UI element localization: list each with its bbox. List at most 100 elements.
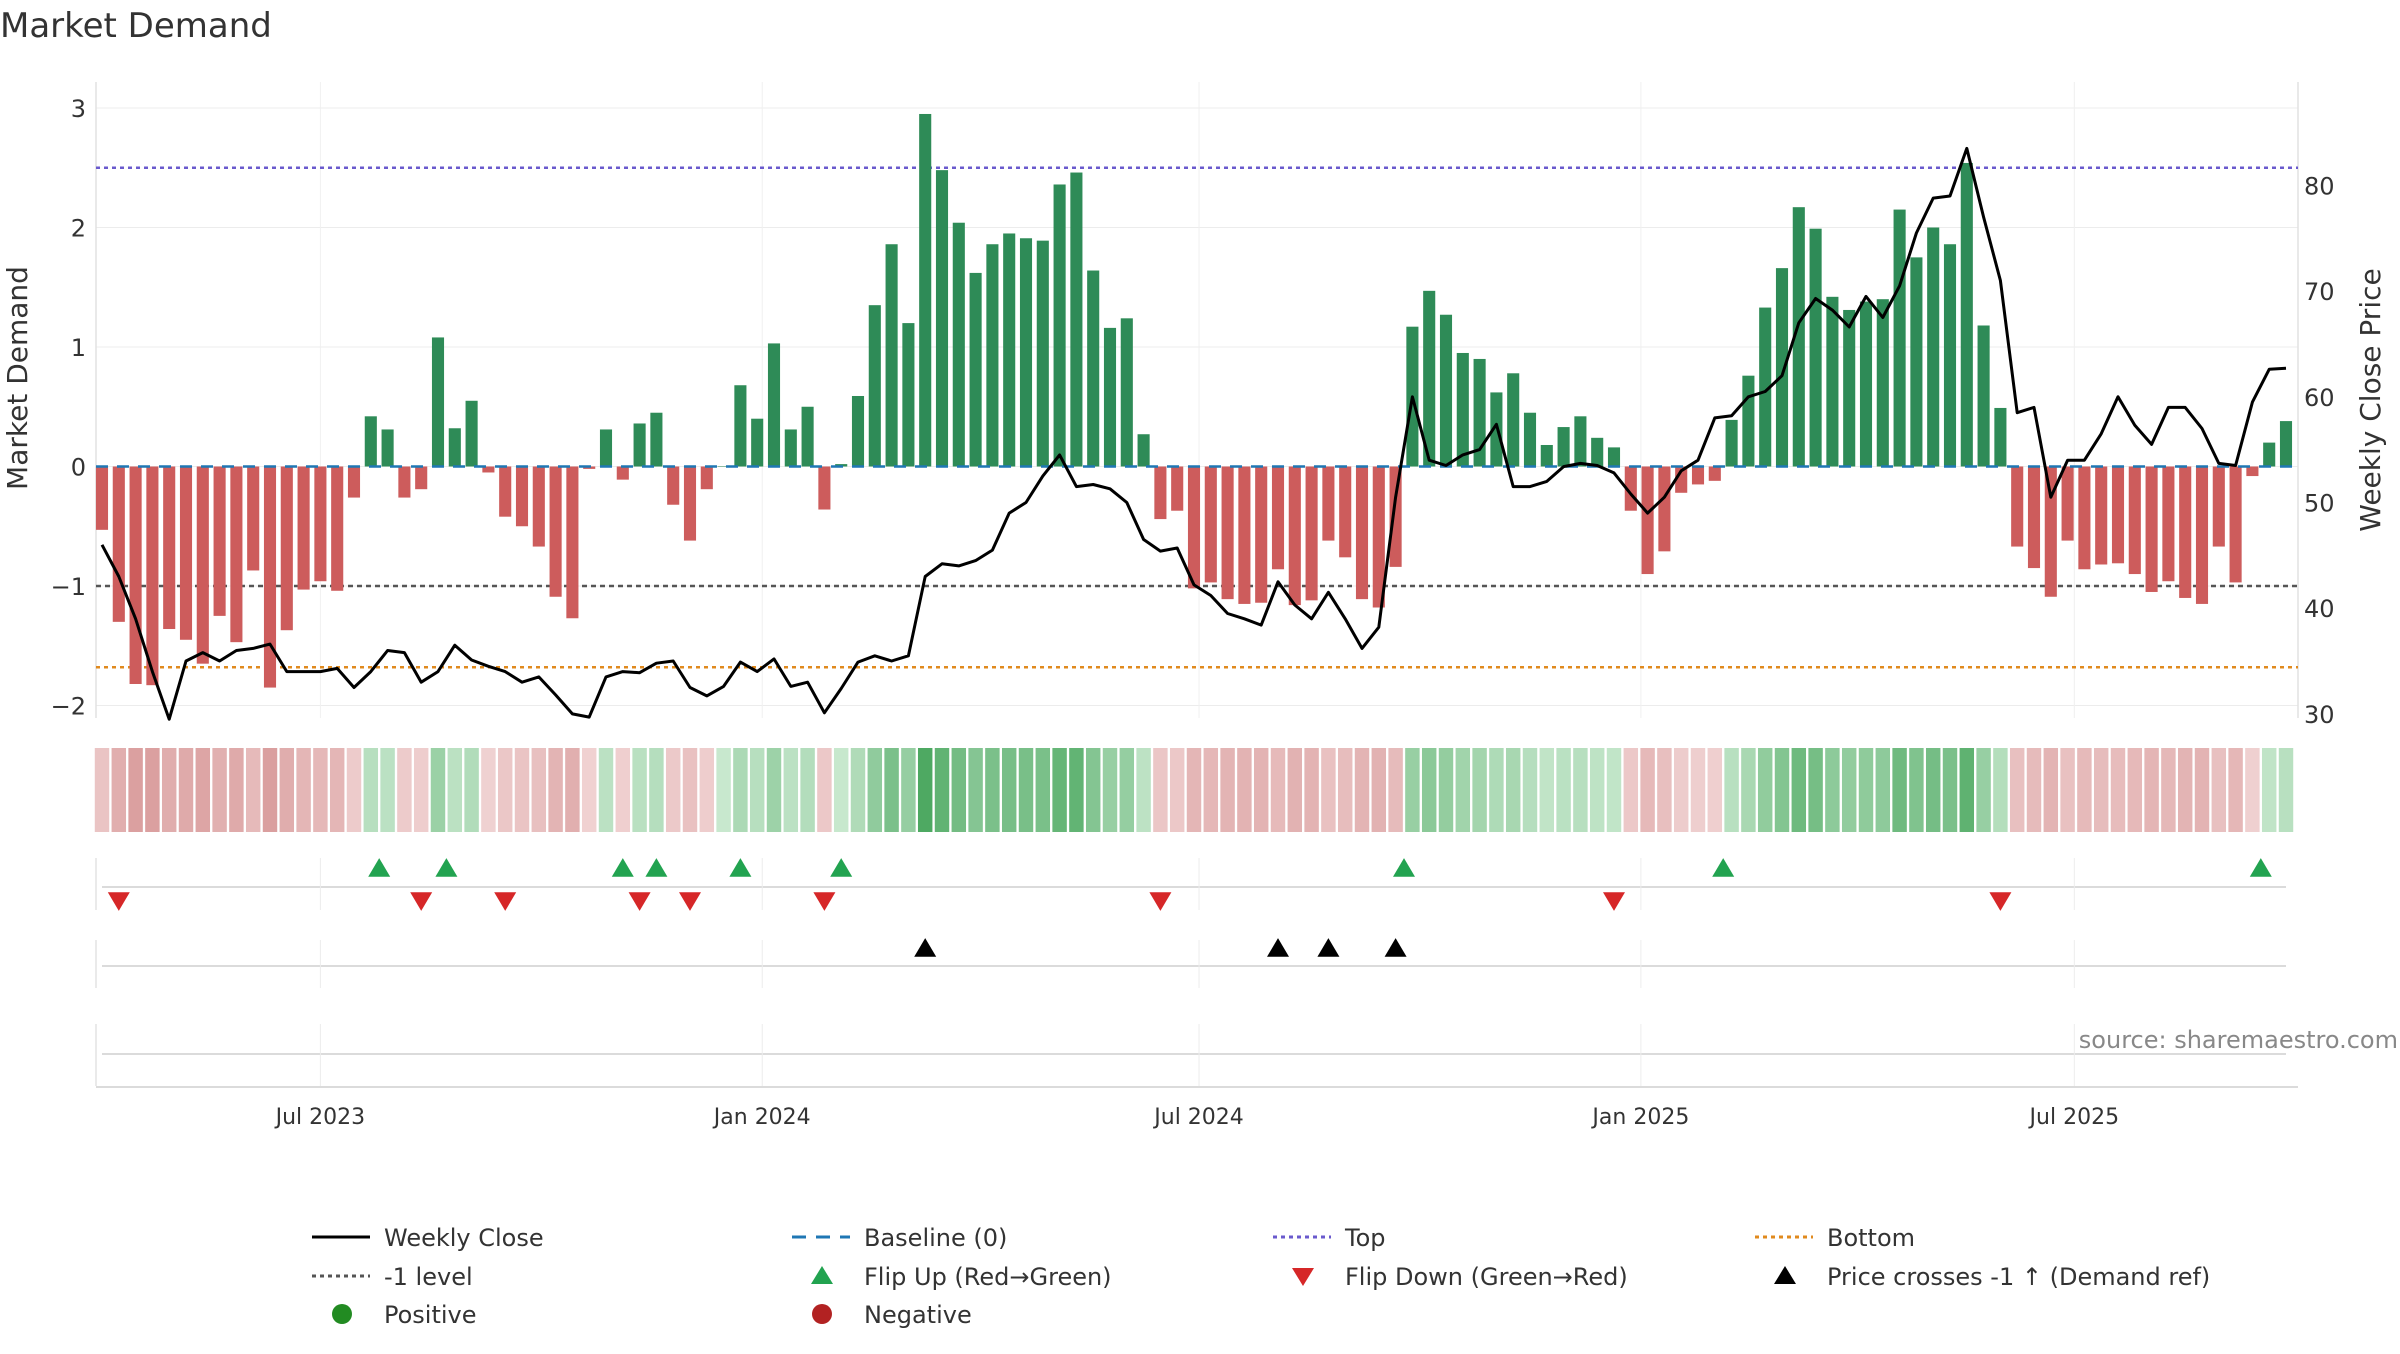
price-line-group: [100, 146, 2287, 721]
bar-negative: [1255, 466, 1268, 603]
x-tick-label: Jul 2024: [1152, 1105, 1244, 1130]
bar-negative: [2078, 466, 2091, 570]
bar-negative: [1204, 466, 1217, 583]
bar-positive: [1876, 299, 1889, 467]
heat-cell: [1001, 748, 1017, 832]
bar-negative: [331, 466, 344, 591]
bar-negative: [818, 466, 831, 510]
bar-positive: [1927, 227, 1940, 467]
price-cross-marker: [1384, 938, 1407, 957]
y-tick-label-left: 2: [71, 215, 86, 243]
heat-cell: [161, 748, 177, 832]
bar-positive: [885, 244, 898, 467]
bar-negative: [179, 466, 193, 640]
heat-cell: [2144, 748, 2159, 832]
heat-cell: [1757, 748, 1773, 832]
legend-label: Top: [1344, 1224, 1386, 1252]
heat-cell: [497, 748, 513, 832]
heat-cell: [1253, 748, 1269, 832]
y-tick-label-right: 70: [2304, 278, 2335, 306]
heat-cell: [1203, 748, 1219, 832]
heat-cell: [531, 748, 547, 832]
marker-panels: [95, 858, 2286, 1086]
bar-negative: [2162, 466, 2175, 582]
bar-positive: [717, 466, 730, 467]
flip-up-marker: [1393, 858, 1415, 877]
heat-cell: [867, 748, 883, 832]
heat-cell: [2161, 748, 2176, 832]
x-tick-label: Jul 2025: [2028, 1105, 2120, 1130]
bar-positive: [1120, 318, 1133, 467]
heat-cell: [1035, 748, 1051, 832]
flip-down-marker: [494, 892, 517, 911]
bar-positive: [1910, 257, 1923, 467]
legend-label: Bottom: [1827, 1224, 1915, 1252]
bar-negative: [1339, 466, 1352, 558]
heat-cell: [783, 748, 799, 832]
heat-cell: [1354, 748, 1370, 832]
bar-negative: [297, 466, 310, 590]
heat-cell: [178, 748, 194, 832]
flip-up-marker: [368, 858, 391, 877]
bar-positive: [1591, 437, 1604, 467]
bar-negative: [683, 466, 697, 541]
bar-negative: [415, 466, 428, 490]
bar-positive: [868, 305, 881, 467]
heat-cell: [380, 748, 395, 832]
bar-positive: [1960, 162, 1973, 467]
bar-positive: [734, 385, 747, 467]
heat-cell: [2043, 748, 2059, 832]
heat-cell: [2127, 748, 2143, 832]
bar-positive: [1557, 427, 1570, 467]
bar-negative: [2027, 466, 2041, 569]
heat-cell: [212, 748, 227, 832]
heat-strip: [94, 748, 2294, 832]
heat-cell: [296, 748, 311, 832]
heat-cell: [313, 748, 328, 832]
bar-positive: [599, 429, 613, 467]
heat-cell: [817, 748, 832, 832]
bar-positive: [935, 170, 949, 467]
heat-cell: [2211, 748, 2227, 832]
bar-positive: [2263, 442, 2276, 467]
heat-cell: [2110, 748, 2126, 832]
heat-cell: [1438, 748, 1454, 832]
heat-cell: [1018, 748, 1034, 832]
heat-cell: [1287, 748, 1303, 832]
bar-positive: [1540, 444, 1553, 467]
bar-positive: [1507, 373, 1520, 467]
heat-cell: [1909, 748, 1924, 832]
flip-up-marker: [645, 858, 668, 877]
heat-cell: [1640, 748, 1655, 832]
x-axis: Jul 2023 Jan 2024 Jul 2024 Jan 2025 Jul 2025: [96, 1086, 2298, 1130]
flip-up-marker: [830, 858, 853, 877]
heat-cell: [2026, 748, 2042, 832]
heat-cell: [901, 748, 916, 832]
bar-negative: [1154, 466, 1167, 520]
heat-cell: [1942, 748, 1958, 832]
legend-label: Weekly Close: [384, 1224, 544, 1252]
bar-negative: [1372, 466, 1385, 608]
bar-negative: [2061, 466, 2074, 541]
heat-cell: [329, 748, 345, 832]
flip-down-marker: [107, 892, 130, 911]
heat-cell: [1539, 748, 1555, 832]
bar-negative: [1708, 466, 1721, 481]
heat-cell: [1186, 748, 1202, 832]
bar-negative: [1187, 466, 1201, 589]
flip-down-marker: [410, 892, 433, 911]
bar-negative: [566, 466, 579, 619]
demand-bars: [95, 113, 2298, 688]
heat-cell: [1791, 748, 1807, 832]
flip-down-marker: [628, 892, 651, 911]
price-cross-marker: [1267, 938, 1289, 957]
bar-negative: [247, 466, 260, 571]
flip-down-marker: [679, 892, 701, 911]
bar-negative: [515, 466, 529, 527]
heat-cell: [766, 748, 782, 832]
bar-positive: [364, 416, 377, 467]
source-note: source: sharemaestro.com: [2079, 1026, 2398, 1054]
bar-negative: [1288, 466, 1301, 606]
bar-negative: [163, 466, 176, 630]
bar-positive: [784, 429, 797, 467]
